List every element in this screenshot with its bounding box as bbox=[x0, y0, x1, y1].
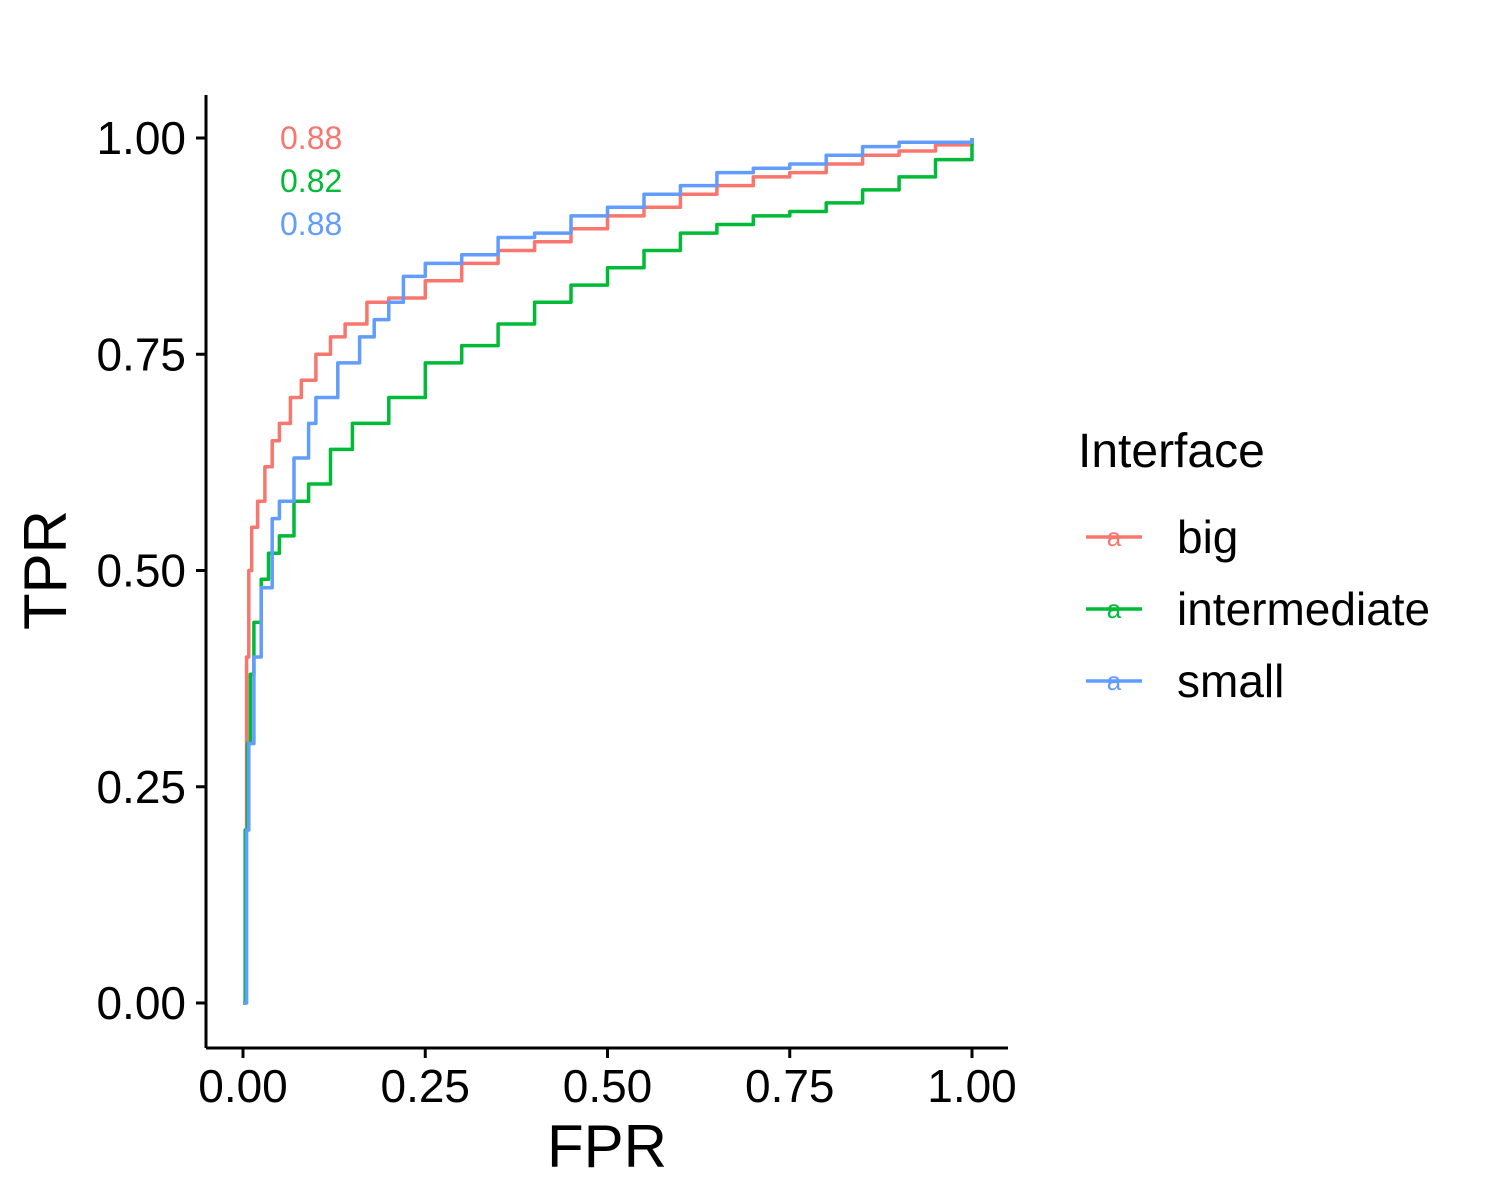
x-tick-label: 0.00 bbox=[198, 1060, 288, 1112]
y-tick-label: 0.50 bbox=[96, 545, 186, 597]
x-ticks: 0.00 0.25 0.50 0.75 1.00 bbox=[198, 1048, 1017, 1112]
x-tick-label: 1.00 bbox=[927, 1060, 1017, 1112]
legend-item-small: a small bbox=[1086, 655, 1284, 707]
y-axis-title: TPR bbox=[12, 510, 79, 630]
legend-items: a big a intermediate a small bbox=[1086, 511, 1430, 707]
y-tick-label: 1.00 bbox=[96, 112, 186, 164]
x-axis-title: FPR bbox=[547, 1113, 667, 1180]
y-tick-label: 0.75 bbox=[96, 328, 186, 380]
x-tick-label: 0.25 bbox=[380, 1060, 470, 1112]
roc-line-small bbox=[243, 138, 974, 1005]
legend-item-intermediate: a intermediate bbox=[1086, 583, 1430, 635]
legend-key-glyph: a bbox=[1107, 594, 1122, 624]
legend-key-glyph: a bbox=[1107, 522, 1122, 552]
legend-label: intermediate bbox=[1177, 583, 1430, 635]
legend-key-glyph: a bbox=[1107, 666, 1122, 696]
legend-item-big: a big bbox=[1086, 511, 1238, 563]
auc-annotations: 0.88 0.82 0.88 bbox=[280, 120, 342, 242]
legend-label: big bbox=[1177, 511, 1238, 563]
y-tick-label: 0.25 bbox=[96, 761, 186, 813]
y-tick-label: 0.00 bbox=[96, 977, 186, 1029]
x-tick-label: 0.75 bbox=[745, 1060, 835, 1112]
y-ticks: 0.00 0.25 0.50 0.75 1.00 bbox=[96, 112, 206, 1029]
auc-label-small: 0.88 bbox=[280, 206, 342, 242]
legend-title: Interface bbox=[1078, 425, 1265, 478]
auc-label-big: 0.88 bbox=[280, 120, 342, 156]
legend: Interface a big a intermediate a small bbox=[1078, 425, 1430, 707]
plot-lines bbox=[243, 138, 974, 1005]
roc-line-big bbox=[243, 138, 974, 1005]
legend-label: small bbox=[1177, 655, 1284, 707]
auc-label-intermediate: 0.82 bbox=[280, 163, 342, 199]
x-tick-label: 0.50 bbox=[563, 1060, 653, 1112]
